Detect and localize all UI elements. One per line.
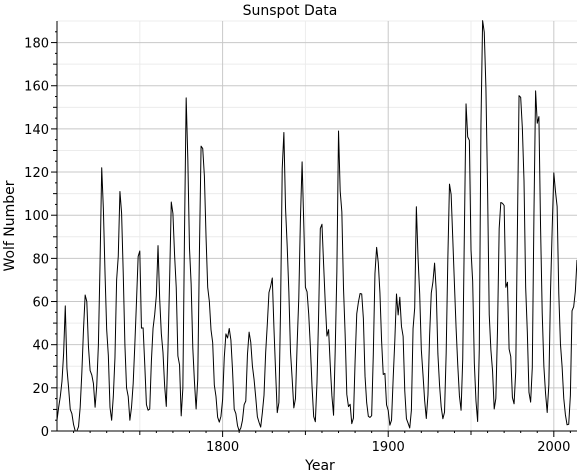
y-tick-label: 140	[24, 123, 49, 138]
x-tick-label: 2000	[537, 440, 570, 455]
y-ticks: 0 20 40 60 80 100 120 140 160 180	[24, 31, 57, 440]
x-tick-label: 1800	[206, 440, 239, 455]
y-tick-label: 100	[24, 209, 49, 224]
y-axis-label: Wolf Number	[2, 180, 18, 271]
y-tick-label: 20	[32, 382, 49, 397]
y-tick-label: 40	[32, 339, 49, 354]
x-axis-label: Year	[304, 458, 335, 474]
y-tick-label: 120	[24, 166, 49, 181]
plot-area	[56, 20, 577, 432]
series-line	[56, 20, 577, 432]
x-ticks: 1800 1900 2000	[73, 431, 571, 455]
y-tick-label: 0	[41, 425, 49, 440]
x-tick-label: 1900	[372, 440, 405, 455]
y-tick-label: 160	[24, 80, 49, 95]
y-tick-label: 180	[24, 37, 49, 52]
y-tick-label: 60	[32, 296, 49, 311]
chart-title: Sunspot Data	[243, 3, 338, 19]
y-tick-label: 80	[32, 252, 49, 267]
